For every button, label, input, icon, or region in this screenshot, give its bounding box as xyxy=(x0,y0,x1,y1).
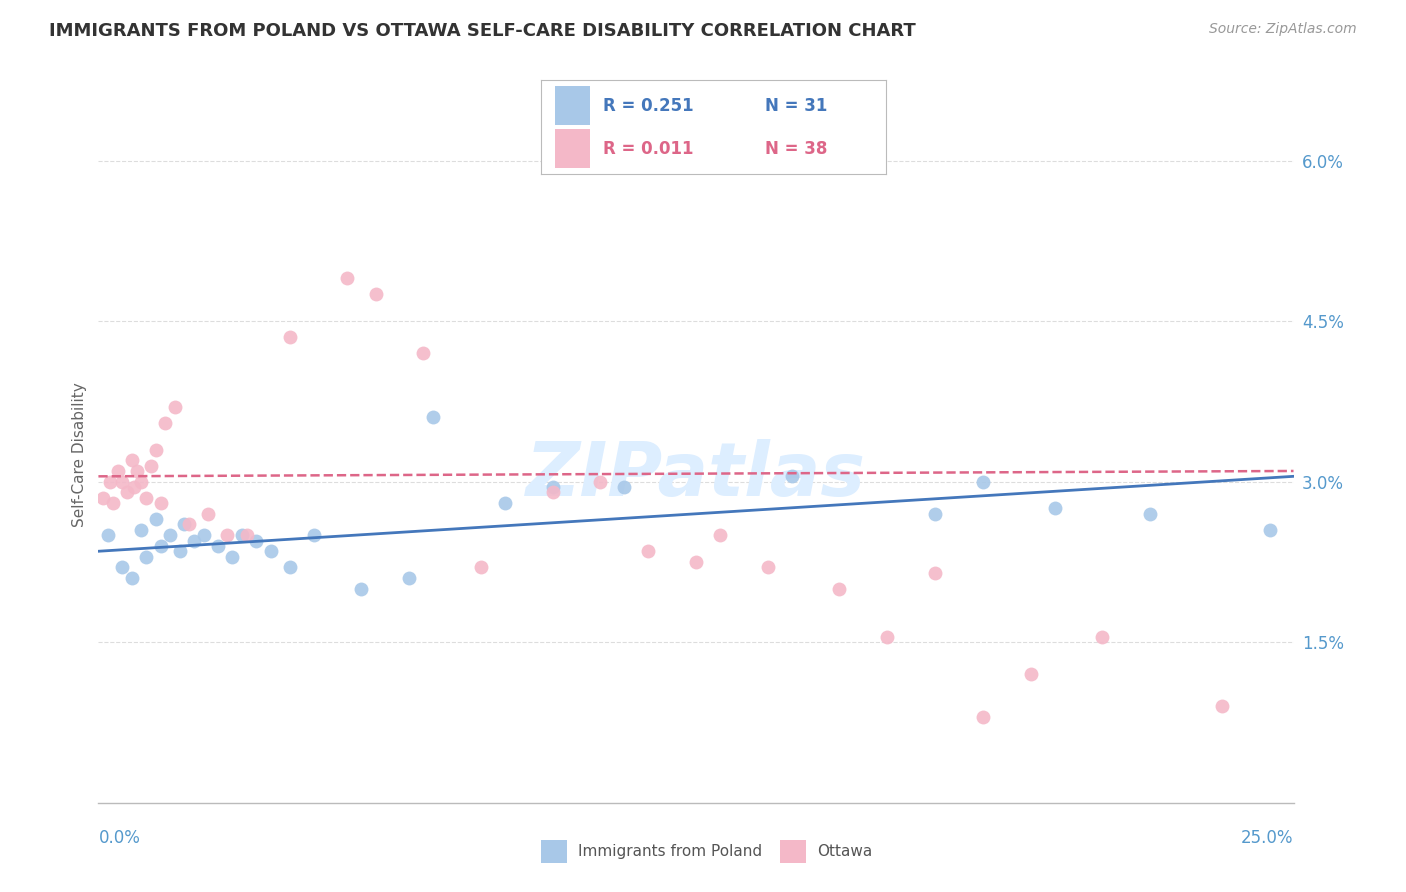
Point xyxy=(637,544,659,558)
Text: 0.0%: 0.0% xyxy=(98,829,141,847)
Bar xyxy=(555,86,589,125)
Point xyxy=(541,480,564,494)
Point xyxy=(231,528,253,542)
Point xyxy=(131,523,153,537)
Point xyxy=(193,528,215,542)
Point xyxy=(259,544,281,558)
Point xyxy=(101,496,124,510)
Point xyxy=(589,475,612,489)
Point xyxy=(169,544,191,558)
Point xyxy=(924,566,946,580)
Point xyxy=(541,485,564,500)
Point xyxy=(1019,667,1042,681)
Text: N = 38: N = 38 xyxy=(765,140,828,158)
Point xyxy=(179,517,201,532)
Point xyxy=(125,464,148,478)
Text: N = 31: N = 31 xyxy=(765,96,828,114)
Point xyxy=(91,491,114,505)
Point xyxy=(135,549,157,564)
Point xyxy=(278,330,301,344)
Point xyxy=(972,475,994,489)
Point xyxy=(1091,630,1114,644)
Text: ZIPatlas: ZIPatlas xyxy=(526,439,866,512)
Point xyxy=(278,560,301,574)
Point xyxy=(685,555,707,569)
Point xyxy=(364,287,387,301)
Point xyxy=(350,582,373,596)
Point xyxy=(155,416,177,430)
Point xyxy=(135,491,157,505)
Point xyxy=(494,496,516,510)
Point xyxy=(107,464,129,478)
Point xyxy=(245,533,267,548)
Point xyxy=(139,458,162,473)
Text: IMMIGRANTS FROM POLAND VS OTTAWA SELF-CARE DISABILITY CORRELATION CHART: IMMIGRANTS FROM POLAND VS OTTAWA SELF-CA… xyxy=(49,22,915,40)
Text: R = 0.251: R = 0.251 xyxy=(603,96,695,114)
Point xyxy=(1258,523,1281,537)
Point xyxy=(145,442,167,457)
Point xyxy=(145,512,167,526)
Point xyxy=(98,475,122,489)
Point xyxy=(207,539,229,553)
Point xyxy=(121,571,143,585)
Point xyxy=(131,475,153,489)
Point xyxy=(235,528,257,542)
Bar xyxy=(555,129,589,169)
Text: 25.0%: 25.0% xyxy=(1241,829,1294,847)
Point xyxy=(613,480,636,494)
Text: R = 0.011: R = 0.011 xyxy=(603,140,693,158)
Point xyxy=(828,582,851,596)
Text: Ottawa: Ottawa xyxy=(817,845,872,859)
Point xyxy=(709,528,731,542)
Point xyxy=(1211,699,1233,714)
Point xyxy=(1043,501,1066,516)
Point xyxy=(221,549,243,564)
Point xyxy=(412,346,434,360)
Point xyxy=(97,528,120,542)
Point xyxy=(1139,507,1161,521)
Point xyxy=(121,453,143,467)
Point xyxy=(398,571,420,585)
Point xyxy=(173,517,195,532)
Point xyxy=(111,475,134,489)
Point xyxy=(336,271,359,285)
Point xyxy=(422,410,444,425)
Point xyxy=(217,528,239,542)
Text: Immigrants from Poland: Immigrants from Poland xyxy=(578,845,762,859)
Point xyxy=(115,485,138,500)
Point xyxy=(149,496,172,510)
Y-axis label: Self-Care Disability: Self-Care Disability xyxy=(72,383,87,527)
Point xyxy=(972,710,994,724)
Point xyxy=(470,560,492,574)
Point xyxy=(111,560,134,574)
Point xyxy=(197,507,219,521)
Point xyxy=(124,480,146,494)
Point xyxy=(924,507,946,521)
Point xyxy=(876,630,898,644)
Point xyxy=(756,560,779,574)
Point xyxy=(149,539,172,553)
Point xyxy=(780,469,803,483)
Point xyxy=(302,528,325,542)
Point xyxy=(183,533,205,548)
Point xyxy=(159,528,181,542)
Text: Source: ZipAtlas.com: Source: ZipAtlas.com xyxy=(1209,22,1357,37)
Point xyxy=(163,400,186,414)
